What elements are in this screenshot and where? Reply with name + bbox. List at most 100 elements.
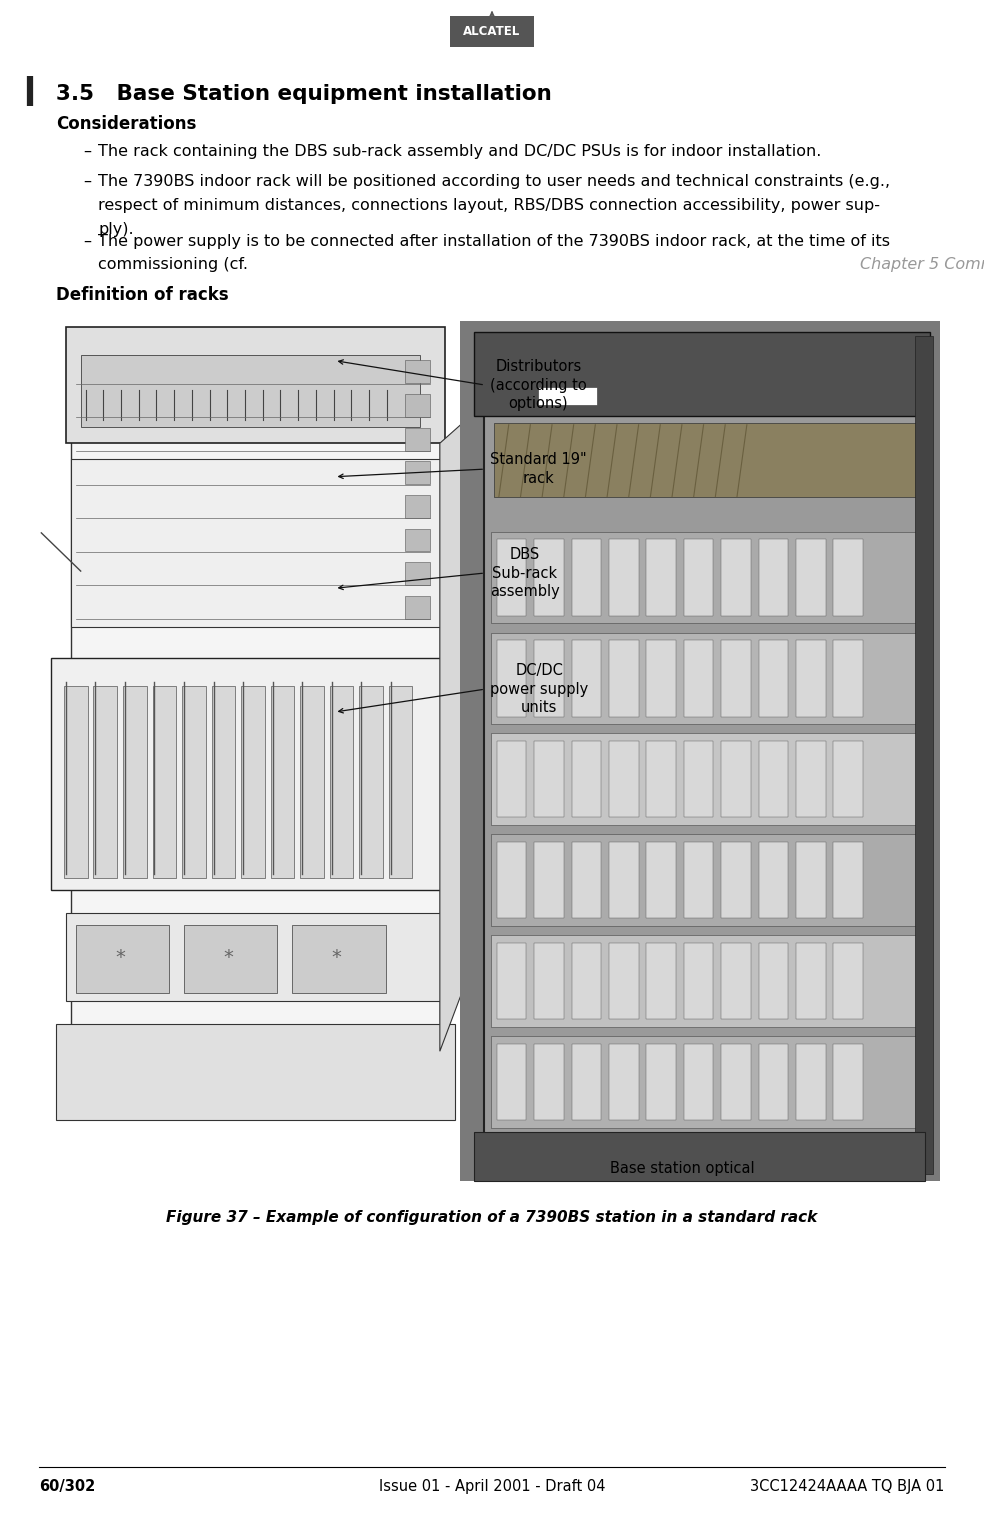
Bar <box>494 423 920 497</box>
Bar <box>572 539 601 616</box>
Bar <box>684 741 713 817</box>
Bar <box>759 943 788 1019</box>
Bar <box>497 539 526 616</box>
Bar <box>833 1044 863 1120</box>
Bar <box>71 428 440 1051</box>
Bar <box>572 640 601 717</box>
Bar <box>491 1036 920 1128</box>
Bar <box>796 741 826 817</box>
Bar <box>721 741 751 817</box>
Bar <box>796 539 826 616</box>
Bar <box>534 842 564 918</box>
Text: Base station optical: Base station optical <box>610 1161 754 1177</box>
Text: Figure 37 – Example of configuration of a 7390BS station in a standard rack: Figure 37 – Example of configuration of … <box>166 1210 818 1225</box>
Bar <box>572 741 601 817</box>
Bar <box>759 539 788 616</box>
Bar <box>491 834 920 926</box>
Bar <box>405 562 430 585</box>
Bar <box>491 935 920 1027</box>
Text: Distributors
(according to
options): Distributors (according to options) <box>490 359 586 411</box>
Bar <box>64 686 88 879</box>
Text: commissioning (cf.: commissioning (cf. <box>98 257 254 272</box>
Bar <box>184 926 277 993</box>
Bar <box>609 640 639 717</box>
Polygon shape <box>440 413 474 1051</box>
Text: *: * <box>115 947 125 967</box>
Bar <box>491 532 920 623</box>
Bar <box>759 842 788 918</box>
Bar <box>534 943 564 1019</box>
Bar <box>609 539 639 616</box>
Bar <box>491 633 920 724</box>
Bar <box>271 686 294 879</box>
Bar <box>646 539 676 616</box>
Bar <box>609 842 639 918</box>
Bar <box>405 428 430 451</box>
Text: 3.5   Base Station equipment installation: 3.5 Base Station equipment installation <box>56 84 552 104</box>
Bar <box>759 741 788 817</box>
Bar <box>460 321 940 1181</box>
Bar <box>646 842 676 918</box>
Text: DC/DC
power supply
units: DC/DC power supply units <box>490 663 588 715</box>
Bar <box>646 741 676 817</box>
Bar <box>833 842 863 918</box>
Bar <box>497 1044 526 1120</box>
Bar <box>405 361 430 384</box>
Bar <box>292 926 386 993</box>
Bar <box>721 1044 751 1120</box>
Bar <box>609 943 639 1019</box>
Bar <box>359 686 383 879</box>
Text: ALCATEL: ALCATEL <box>463 24 521 38</box>
Bar <box>534 1044 564 1120</box>
Bar <box>646 640 676 717</box>
Bar <box>646 1044 676 1120</box>
Bar <box>56 321 940 1189</box>
Bar <box>182 686 206 879</box>
Bar <box>759 1044 788 1120</box>
Bar <box>833 741 863 817</box>
Bar <box>684 842 713 918</box>
Bar <box>796 1044 826 1120</box>
Bar <box>491 733 920 825</box>
Text: –: – <box>84 234 92 249</box>
Text: The 7390BS indoor rack will be positioned according to user needs and technical : The 7390BS indoor rack will be positione… <box>98 174 891 189</box>
Bar <box>497 640 526 717</box>
Bar <box>497 842 526 918</box>
Bar <box>609 1044 639 1120</box>
Bar <box>497 741 526 817</box>
Bar <box>534 741 564 817</box>
Bar <box>915 336 933 1174</box>
Bar <box>721 842 751 918</box>
Text: The power supply is to be connected after installation of the 7390BS indoor rack: The power supply is to be connected afte… <box>98 234 891 249</box>
Bar <box>56 1024 455 1120</box>
Bar <box>474 1132 925 1181</box>
Bar <box>609 741 639 817</box>
Bar <box>684 943 713 1019</box>
Bar <box>451 15 533 46</box>
Bar <box>572 1044 601 1120</box>
Bar <box>833 539 863 616</box>
Text: Issue 01 - April 2001 - Draft 04: Issue 01 - April 2001 - Draft 04 <box>379 1479 605 1494</box>
Text: DBS
Sub-rack
assembly: DBS Sub-rack assembly <box>490 547 560 599</box>
Bar <box>300 686 324 879</box>
Text: –: – <box>84 174 92 189</box>
Bar <box>405 394 430 417</box>
Text: respect of minimum distances, connections layout, RBS/DBS connection accessibili: respect of minimum distances, connection… <box>98 197 881 212</box>
Bar <box>833 640 863 717</box>
Text: *: * <box>223 947 233 967</box>
Text: –: – <box>84 144 92 159</box>
Text: Definition of racks: Definition of racks <box>56 286 228 304</box>
Bar <box>833 943 863 1019</box>
Bar <box>405 495 430 518</box>
Bar <box>66 914 445 1001</box>
Bar <box>534 539 564 616</box>
Text: ply).: ply). <box>98 222 134 237</box>
Bar <box>796 943 826 1019</box>
Bar <box>497 943 526 1019</box>
Bar <box>572 842 601 918</box>
Bar <box>153 686 176 879</box>
Text: Considerations: Considerations <box>56 115 197 133</box>
Bar <box>572 943 601 1019</box>
Bar <box>212 686 235 879</box>
Bar <box>66 327 445 443</box>
